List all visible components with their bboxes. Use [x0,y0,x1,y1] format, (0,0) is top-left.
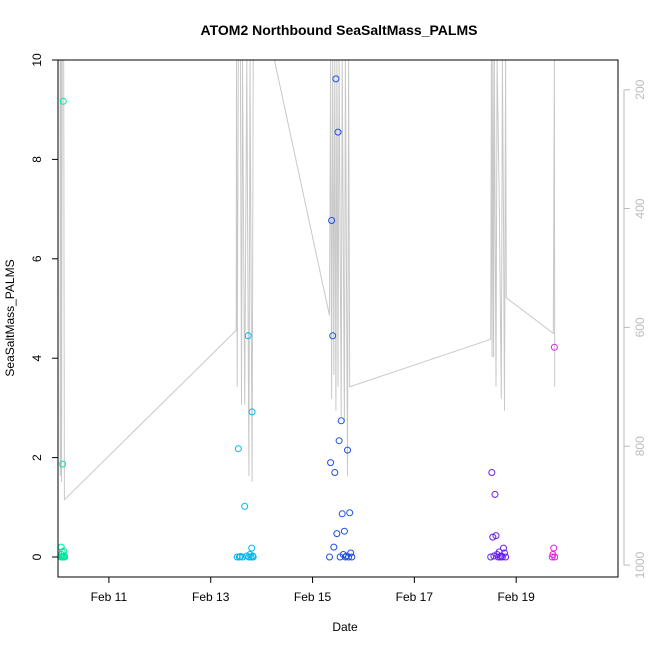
data-point [334,128,342,136]
y-tick-label: 0 [30,553,44,560]
x-tick-label: Feb 19 [498,590,536,604]
data-point [550,544,558,552]
y2-tick-label: 400 [633,198,647,218]
data-point [333,530,341,538]
y2-tick-label: 800 [633,436,647,456]
data-point [550,343,558,351]
data-point [347,549,355,557]
data-point [338,510,346,518]
data-point [344,446,351,454]
x-tick-label: Feb 11 [91,590,128,604]
y-tick-label: 2 [30,454,44,461]
data-point [340,527,348,535]
data-point [496,553,504,561]
data-point [494,553,502,561]
data-point [328,217,336,224]
data-point [490,552,498,560]
data-point [332,75,340,83]
axes-layer: Feb 11 Feb 13 Feb 15 Feb 17 Feb 19 0 2 4 6 8 10 200… [30,53,647,604]
data-point [348,553,356,561]
data-point [498,553,506,561]
x-tick-label: Feb 15 [294,590,332,604]
x-tick-label: Feb 13 [192,590,230,604]
data-point [248,408,256,416]
y-tick-label: 10 [30,53,44,67]
data-point [331,469,339,476]
data-point [326,553,333,561]
data-point [346,509,354,517]
data-point [248,544,256,552]
x-tick-label: Feb 17 [396,590,434,604]
data-point [492,532,500,540]
data-point [551,553,559,561]
data-point [330,543,338,551]
data-point [500,544,507,552]
y-tick-label: 4 [30,355,44,362]
data-point [247,553,255,561]
data-point [241,502,249,510]
data-point [233,553,241,561]
data-point [329,332,337,340]
data-point [234,445,242,453]
data-point [487,553,495,561]
y2-tick-label: 600 [633,317,647,337]
data-point [244,332,252,340]
y-tick-label: 8 [30,156,44,163]
data-point [491,490,499,498]
plot-frame [57,59,619,578]
chart-title: ATOM2 Northbound SeaSaltMass_PALMS [201,22,478,38]
data-point [61,553,69,561]
points-layer [57,75,559,561]
data-point [327,459,335,467]
data-point [489,533,497,541]
data-point [501,549,508,557]
y-axis-label: SeaSaltMass_PALMS [3,259,17,376]
x-axis-label: Date [332,620,358,634]
data-point [345,553,353,561]
data-point [249,553,257,561]
data-point [59,97,67,105]
data-point [335,437,343,445]
y2-tick-label: 200 [633,79,647,99]
altitude-line [59,60,556,501]
data-point [502,553,510,561]
data-point [495,548,503,556]
y2-tick-label: 1000 [633,551,647,578]
y-tick-label: 6 [30,255,44,262]
altitude-line-layer [59,60,556,501]
data-point [337,417,345,425]
data-point [488,469,496,476]
data-point [59,460,67,468]
